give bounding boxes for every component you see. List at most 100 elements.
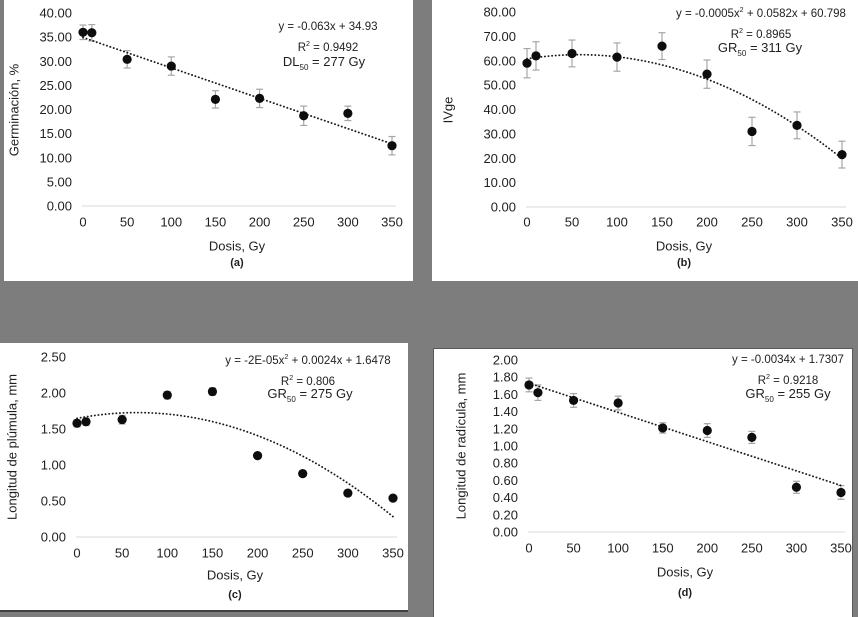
scatter-plot-a: 40.00 35.00 30.00 25.00 20.00 15.00 10.00 5.00 0…	[39, 6, 403, 230]
data-point	[836, 487, 846, 498]
trendline-annotation: y = -0.063x + 34.93 R2 = 0.9492	[278, 19, 377, 57]
data-point	[792, 120, 802, 130]
x-tick-label: 50	[566, 541, 580, 556]
data-point	[81, 417, 91, 427]
y-axis-title: Longitud de plúmula, mm	[4, 374, 20, 520]
data-point	[78, 27, 88, 37]
y-tick-label: 1.60	[493, 387, 518, 402]
x-tick-label: 250	[292, 546, 314, 561]
x-axis-title: Dosis, Gy	[656, 564, 714, 580]
x-tick-label: 200	[249, 215, 271, 230]
lethal-dose-label: DL50 = 277 Gy	[282, 54, 366, 72]
y-tick-label: 30.00	[39, 54, 72, 69]
y-tick-label: 0.00	[493, 525, 518, 540]
data-point	[298, 469, 308, 479]
y-tick-label: 1.00	[41, 458, 66, 473]
scatter-plot-c: 2.50 2.00 1.50 1.00 0.50 0.00 0 50 100 150 200 250 3…	[41, 350, 404, 561]
data-point	[343, 488, 353, 498]
y-tick-label: 0.40	[493, 490, 518, 505]
r-squared-value: R2 = 0.806	[280, 373, 336, 388]
x-tick-label: 100	[160, 215, 182, 230]
y-tick-label: 10.00	[483, 175, 516, 190]
y-tick-label: 1.50	[41, 422, 66, 437]
x-tick-label: 250	[293, 215, 315, 230]
data-point	[702, 69, 712, 79]
x-tick-label: 300	[786, 541, 808, 556]
data-point	[210, 94, 221, 104]
panel-caption: (b)	[676, 257, 692, 269]
x-tick-label: 250	[741, 215, 763, 230]
y-tick-label: 25.00	[39, 78, 72, 93]
y-tick-label: 0.50	[41, 494, 66, 509]
y-tick-label: 1.40	[493, 404, 518, 419]
x-tick-label: 100	[607, 541, 629, 556]
y-axis-title: IVge	[440, 96, 456, 124]
y-tick-label: 20.00	[483, 151, 516, 166]
data-point	[567, 48, 577, 59]
y-tick-label: 1.20	[493, 421, 518, 436]
x-tick-label: 150	[202, 546, 224, 561]
y-tick-label: 0.80	[493, 456, 518, 471]
data-point	[791, 482, 802, 492]
data-point	[522, 58, 532, 68]
data-point	[207, 386, 218, 397]
x-tick-label: 50	[115, 546, 129, 561]
x-tick-label: 350	[381, 215, 403, 230]
data-point	[837, 149, 847, 160]
panel-caption: (a)	[230, 257, 244, 269]
x-tick-label: 200	[696, 541, 718, 556]
trendline-path	[76, 411, 394, 518]
data-point	[533, 388, 543, 398]
r-squared-value: R2 = 0.8965	[730, 26, 792, 41]
y-tick-label: 0.20	[493, 507, 518, 522]
y-tick-label: 60.00	[483, 53, 516, 68]
x-tick-label: 0	[79, 215, 86, 230]
trendline-equation: y = -2E-05x2 + 0.0024x + 1.6478	[225, 353, 391, 367]
y-tick-label: 10.00	[39, 150, 72, 165]
trendline-annotation: y = -0.0034x + 1.7307 R2 = 0.9218	[732, 352, 844, 390]
y-tick-label: 30.00	[483, 126, 516, 141]
panel-caption: (c)	[228, 589, 242, 601]
x-tick-label: 150	[651, 215, 673, 230]
trendline-path	[528, 382, 842, 487]
y-tick-label: 2.00	[41, 386, 66, 401]
trendline-equation: y = -0.063x + 34.93	[278, 21, 378, 33]
growth-reduction-dose-label: GR50 = 275 Gy	[267, 386, 353, 404]
x-tick-label: 200	[696, 215, 718, 230]
data-point	[612, 52, 622, 62]
chart-panel-a: 40.00 35.00 30.00 25.00 20.00 15.00 10.00 5.00 0…	[4, 0, 413, 281]
data-point	[613, 398, 623, 408]
growth-reduction-dose-label: GR50 = 255 Gy	[745, 386, 831, 404]
y-tick-label: 0.00	[41, 530, 66, 545]
chart-panel-c: 2.50 2.00 1.50 1.00 0.50 0.00 0 50 100 150 200 250 3…	[0, 343, 408, 612]
x-tick-label: 350	[382, 546, 404, 561]
growth-reduction-dose-label: GR50 = 311 Gy	[717, 40, 803, 58]
y-tick-label: 2.50	[41, 350, 66, 365]
x-tick-label: 0	[73, 546, 80, 561]
y-tick-label: 20.00	[39, 102, 72, 117]
data-point	[87, 28, 97, 38]
y-tick-label: 80.00	[483, 5, 516, 20]
x-tick-label: 0	[525, 541, 532, 556]
data-point	[747, 126, 757, 137]
y-tick-label: 2.00	[493, 353, 518, 368]
x-axis-title: Dosis, Gy	[655, 238, 713, 254]
data-point	[166, 61, 176, 71]
x-tick-label: 50	[565, 215, 579, 230]
data-point	[387, 141, 397, 151]
y-tick-label: 5.00	[47, 174, 72, 189]
y-tick-label: 40.00	[483, 102, 516, 117]
data-point	[524, 380, 534, 390]
data-point	[657, 41, 667, 51]
y-tick-label: 15.00	[39, 126, 72, 141]
data-point	[72, 418, 82, 428]
data-point	[658, 423, 668, 433]
r-squared-value: R2 = 0.9492	[297, 40, 359, 54]
trendline-path	[82, 36, 393, 145]
y-axis-title: Germinación, %	[6, 63, 22, 157]
data-point	[747, 432, 757, 442]
data-point	[531, 51, 541, 61]
scatter-plot-d: 2.00 1.80 1.60 1.40 1.20 1.00 0.80 0.60 0.40 0.20…	[493, 353, 852, 556]
x-tick-label: 300	[337, 215, 359, 230]
